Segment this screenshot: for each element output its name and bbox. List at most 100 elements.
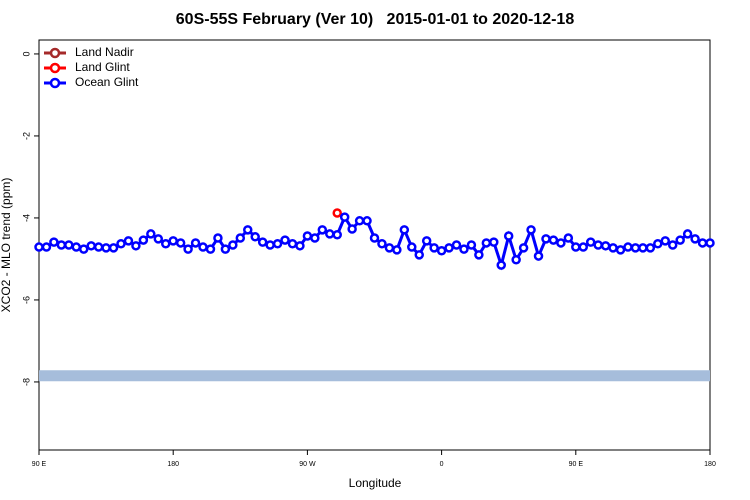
data-point [41, 242, 52, 252]
x-axis-label: Longitude [349, 476, 402, 490]
data-point [630, 243, 641, 253]
data-point [548, 235, 559, 245]
data-point [310, 233, 320, 243]
data-point [146, 229, 156, 239]
data-point [49, 237, 59, 247]
data-point [585, 237, 596, 247]
data-point [198, 242, 208, 252]
x-tick-label: 0 [440, 461, 444, 468]
data-point [295, 241, 305, 251]
data-point [175, 238, 186, 248]
data-point [615, 245, 626, 255]
data-point [623, 242, 633, 252]
data-point [153, 234, 164, 244]
data-point [533, 251, 544, 261]
legend-label: Ocean Glint [75, 75, 139, 89]
x-tick-label: 90 E [32, 461, 47, 468]
data-point [459, 244, 469, 254]
data-point [213, 233, 223, 243]
data-point [511, 255, 521, 265]
data-point [354, 216, 365, 226]
data-point [317, 225, 328, 235]
data-point [332, 208, 342, 218]
data-point [116, 239, 126, 249]
data-point [86, 241, 96, 251]
legend-label: Land Glint [75, 60, 130, 74]
data-point [287, 239, 298, 249]
legend-marker [49, 62, 61, 74]
data-point [496, 260, 506, 270]
data-point [339, 212, 350, 222]
data-point [474, 250, 484, 260]
data-point [168, 236, 178, 246]
data-point [466, 240, 477, 250]
data-point [235, 233, 246, 243]
data-point [451, 240, 462, 250]
data-point [705, 238, 715, 248]
data-point [228, 240, 238, 250]
legend-marker [49, 47, 61, 59]
data-point [578, 242, 589, 252]
x-tick-label: 180 [167, 461, 179, 468]
data-point [160, 239, 171, 249]
data-point [414, 250, 424, 260]
data-point [392, 245, 402, 255]
data-point [653, 239, 663, 249]
y-tick-label: -4 [21, 214, 31, 222]
data-point [645, 243, 656, 253]
data-point [421, 236, 432, 246]
data-point [608, 243, 618, 253]
data-point [205, 244, 216, 254]
x-tick-label: 180 [704, 461, 716, 468]
data-point [250, 232, 260, 242]
data-point [325, 229, 335, 239]
data-point [444, 243, 454, 253]
data-point [675, 235, 685, 245]
x-tick-label: 90 E [569, 461, 584, 468]
chart-title: 60S-55S February (Ver 10) 2015-01-01 to … [176, 11, 575, 28]
data-point [332, 230, 342, 240]
data-point [257, 237, 268, 247]
data-point [108, 243, 119, 253]
data-point [183, 244, 193, 254]
data-point [101, 243, 111, 253]
data-point [489, 237, 499, 247]
data-point [697, 238, 708, 248]
data-point [123, 236, 134, 246]
data-point [429, 243, 439, 253]
data-point [436, 245, 447, 256]
data-point [78, 244, 89, 254]
data-point [347, 224, 357, 234]
data-point [131, 241, 141, 251]
data-point [541, 234, 551, 244]
data-point [518, 243, 529, 253]
data-point [600, 241, 611, 251]
data-point [660, 236, 671, 246]
legend-marker [49, 77, 61, 89]
data-point [399, 225, 410, 235]
data-point [563, 233, 574, 243]
data-point [34, 242, 44, 252]
data-point [190, 238, 201, 248]
data-point [690, 234, 700, 244]
data-point [593, 240, 603, 250]
x-tick-label: 90 W [299, 461, 316, 468]
data-point [138, 235, 149, 245]
data-point [369, 233, 380, 243]
data-point [64, 240, 74, 250]
data-point [71, 242, 82, 252]
data-point [272, 239, 283, 249]
y-tick-label: -8 [21, 378, 31, 386]
data-point [526, 225, 536, 235]
data-point [56, 240, 67, 250]
data-point [503, 231, 514, 241]
data-point [265, 240, 275, 250]
data-point [638, 243, 648, 253]
data-point [556, 238, 566, 248]
data-point [667, 240, 678, 250]
data-point [362, 216, 372, 226]
data-point [407, 242, 417, 252]
y-axis-label: XCO2 - MLO trend (ppm) [0, 178, 13, 313]
data-point [280, 235, 290, 245]
